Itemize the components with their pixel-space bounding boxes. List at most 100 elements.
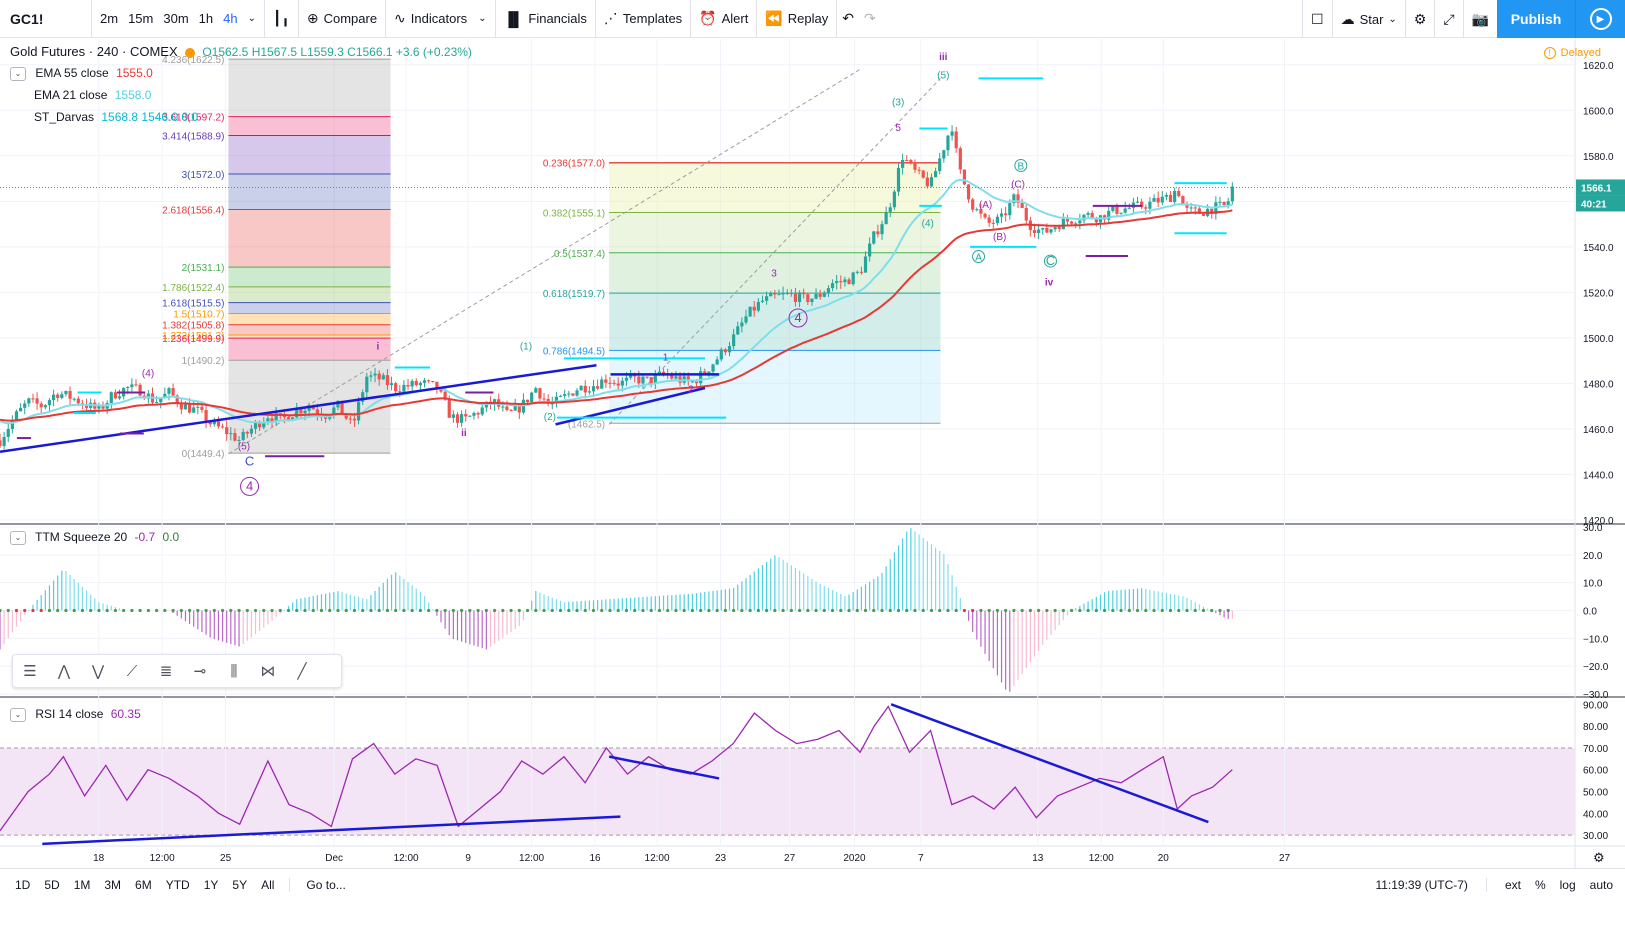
wave-label[interactable]: (4) (922, 218, 934, 229)
wave-label[interactable]: B (1018, 161, 1025, 172)
vertical-lines-icon[interactable]: ⫼ (230, 662, 238, 680)
wave-label[interactable]: 2 (688, 385, 694, 396)
symbol-title[interactable]: Gold Futures · 240 · COMEX (10, 44, 178, 59)
time-tick-label: 12:00 (645, 853, 670, 864)
collapse-legend-chevron-icon[interactable]: ⌄ (10, 66, 26, 81)
percent-toggle[interactable]: % (1534, 878, 1546, 892)
wave-label[interactable]: (4) (142, 369, 154, 380)
wave-label[interactable]: ii (461, 428, 467, 439)
symbol-search-button[interactable]: GC1! (0, 0, 92, 38)
squeeze-dot (179, 608, 183, 613)
rsi-line[interactable] (0, 705, 1233, 832)
wave-label[interactable]: (5) (937, 70, 949, 81)
wave-label[interactable]: (A) (979, 200, 992, 211)
goto-button[interactable]: Go to... (289, 877, 352, 892)
rsi-trendline[interactable] (42, 815, 621, 846)
ema55-legend[interactable]: ⌄ EMA 55 close 1555.0 (10, 66, 153, 81)
fib-trend-guide[interactable] (608, 78, 941, 425)
chart-canvas[interactable]: 1620.01600.01580.01560.01540.01520.01500… (0, 39, 1625, 868)
rsi-trendline[interactable] (608, 755, 720, 780)
templates-button[interactable]: ⋰ Templates (596, 0, 692, 38)
trendline-tool-icon[interactable]: ╱ (297, 663, 307, 680)
compare-button[interactable]: ⊕ Compare (299, 0, 387, 38)
interval-4h[interactable]: 4h (223, 11, 238, 26)
ext-toggle[interactable]: ext (1504, 878, 1521, 892)
range-1y[interactable]: 1Y (203, 877, 219, 892)
candle-body (637, 376, 641, 384)
wave-label[interactable]: (3) (892, 98, 904, 109)
wave-label[interactable]: (C) (1011, 180, 1025, 191)
wave-label[interactable]: (5) (238, 441, 250, 452)
fib-trend-guide[interactable] (228, 68, 861, 455)
wave-12345-tool-icon[interactable]: ⋁ (91, 663, 105, 680)
range-1m[interactable]: 1M (73, 877, 91, 892)
interval-2m[interactable]: 2m (100, 11, 119, 26)
rsi-legend[interactable]: ⌄ RSI 14 close 60.35 (10, 707, 141, 722)
pattern-tool-icon[interactable]: ⋈ (260, 663, 276, 680)
candle-body (68, 390, 72, 399)
wave-label[interactable]: iii (939, 52, 948, 63)
clock-display[interactable]: 11:19:39 (UTC-7) (1368, 878, 1487, 892)
wave-label[interactable]: iv (1045, 278, 1054, 289)
indicators-button[interactable]: ∿ Indicators ⌄ (386, 0, 496, 38)
axis-settings-gear-icon[interactable]: ⚙ (1593, 850, 1605, 865)
ema55-line[interactable] (0, 209, 1233, 422)
wave-label[interactable]: (1) (520, 341, 532, 352)
wave-label[interactable]: C (245, 453, 254, 468)
wave-label[interactable]: A (975, 253, 982, 264)
wave-label[interactable]: C (1046, 253, 1055, 268)
interval-1h[interactable]: 1h (198, 11, 214, 26)
range-all[interactable]: All (261, 877, 275, 892)
path-tool-icon[interactable]: ⟋ (126, 662, 138, 680)
wave-label[interactable]: 1 (663, 353, 669, 364)
range-ytd[interactable]: YTD (165, 877, 190, 892)
snapshot-button[interactable]: 📷 (1462, 0, 1497, 38)
wave-label[interactable]: i (376, 341, 379, 352)
auto-toggle[interactable]: auto (1589, 878, 1613, 892)
wave-label[interactable]: 4 (794, 310, 801, 325)
ema21-legend[interactable]: EMA 21 close 1558.0 (34, 88, 151, 102)
rsi-trendline[interactable] (890, 703, 1209, 824)
log-toggle[interactable]: log (1559, 878, 1576, 892)
range-5y[interactable]: 5Y (232, 877, 248, 892)
wave-label[interactable]: 4 (246, 478, 253, 493)
collapse-ttm-chevron-icon[interactable]: ⌄ (10, 530, 26, 545)
wave-label[interactable]: 5 (895, 123, 901, 134)
wave-label[interactable]: 3 (771, 268, 777, 279)
delayed-badge[interactable]: ! Delayed (1543, 47, 1601, 59)
wave-abc-tool-icon[interactable]: ⋀ (57, 663, 71, 680)
publish-button[interactable]: Publish (1497, 0, 1575, 38)
trendline[interactable] (0, 363, 597, 453)
layout-button[interactable]: ☁ Star ⌄ (1331, 0, 1405, 38)
play-button[interactable]: ▶ (1575, 0, 1625, 38)
fib-tool-icon[interactable]: ≣ (159, 663, 173, 680)
candle-body (991, 222, 995, 224)
wave-label[interactable]: (B) (993, 232, 1006, 243)
range-3m[interactable]: 3M (104, 877, 122, 892)
settings-button[interactable]: ⚙ (1404, 0, 1435, 38)
wave-label[interactable]: (2) (544, 412, 556, 423)
interval-dropdown-chevron-icon[interactable]: ⌄ (247, 13, 256, 24)
replay-button[interactable]: ⏪ Replay (757, 0, 838, 38)
range-5d[interactable]: 5D (44, 877, 60, 892)
alert-button[interactable]: ⏰ Alert (691, 0, 758, 38)
horizontal-ray-icon[interactable]: ⊸ (193, 663, 207, 680)
candle-body (901, 159, 905, 168)
redo-button[interactable]: ↷ (859, 0, 881, 38)
financials-button[interactable]: ▐▌ Financials (496, 0, 596, 38)
interval-15m[interactable]: 15m (128, 11, 154, 26)
range-6m[interactable]: 6M (135, 877, 152, 892)
layout-name: Star (1359, 11, 1384, 27)
undo-button[interactable]: ↶ (837, 0, 859, 38)
lines-tool-icon[interactable]: ☰ (23, 663, 37, 680)
fullscreen-button[interactable]: ⤢ (1434, 0, 1462, 38)
fullscreen-select-button[interactable]: ☐ (1302, 0, 1332, 38)
interval-30m[interactable]: 30m (163, 11, 189, 26)
ttm-legend[interactable]: ⌄ TTM Squeeze 20 -0.7 0.0 (10, 530, 179, 545)
collapse-rsi-chevron-icon[interactable]: ⌄ (10, 707, 26, 722)
fib-ext-zone (228, 59, 391, 117)
range-1d[interactable]: 1D (15, 877, 31, 892)
candle-style-button[interactable]: ┃╻ (265, 0, 299, 38)
fib-ext-zone (228, 209, 391, 268)
darvas-legend[interactable]: ST_Darvas 1568.8 1546.0 0.0 (34, 110, 198, 124)
